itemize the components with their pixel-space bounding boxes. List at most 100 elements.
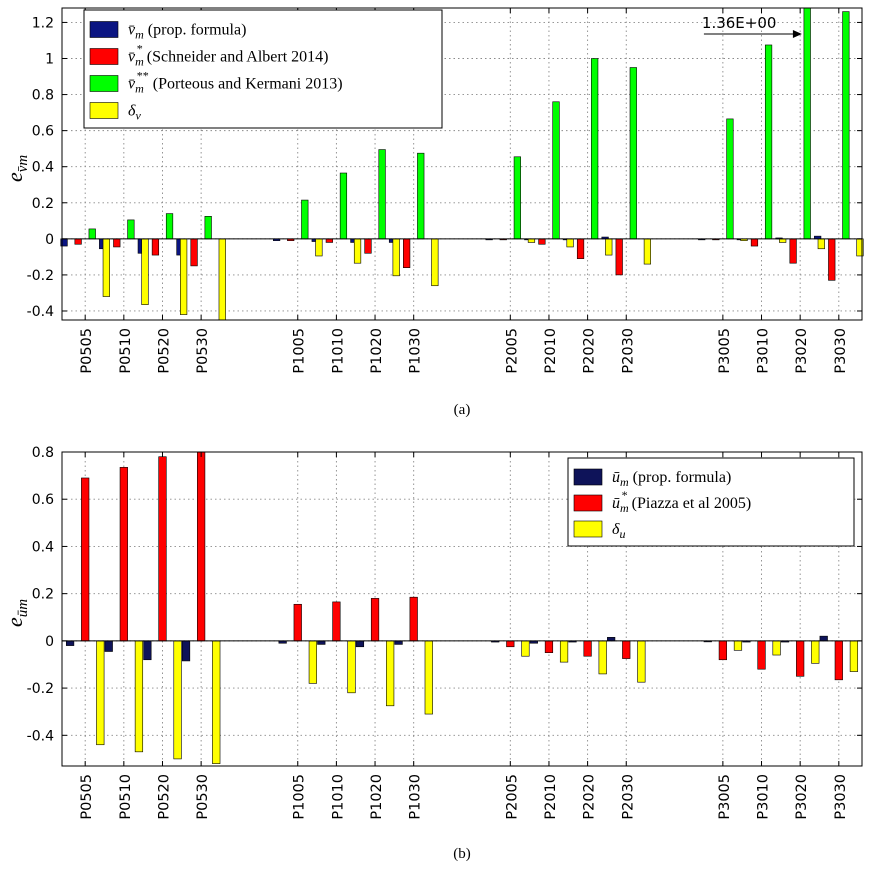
bar-yellow-P0520 [173, 640, 182, 760]
y-axis-label: eūm [2, 599, 31, 627]
bar-red-P3020 [789, 238, 797, 264]
bar-green-P2005 [513, 156, 521, 240]
x-tick-label: P2010 [543, 328, 559, 374]
bar-blue_bottom-P0530 [181, 640, 191, 662]
x-tick-label: P3010 [756, 774, 772, 820]
bar-blue_bottom-P3030 [819, 635, 828, 642]
bar-yellow-P2005 [527, 238, 536, 243]
bar-yellow-P0530 [218, 238, 226, 321]
legend-swatch [89, 102, 119, 119]
bar-yellow-P1030 [431, 238, 439, 287]
bar-green-P1020 [378, 149, 386, 240]
y-tick-label: 0.4 [32, 539, 54, 555]
bar-blue_bottom-P0505 [65, 640, 75, 646]
x-tick-label: P3030 [833, 774, 849, 820]
y-tick-label: 0.6 [32, 492, 54, 508]
x-tick-label: P3005 [717, 328, 733, 374]
x-tick-label: P3010 [756, 328, 772, 374]
bar-green-P0510 [127, 219, 135, 240]
x-tick-label: P0520 [156, 328, 172, 374]
x-tick-label: P0510 [118, 774, 134, 820]
legend-entry: v̄m** (Porteous and Kermani 2013) [128, 69, 343, 96]
x-tick-label: P2010 [543, 774, 559, 820]
y-tick-label: 0.8 [32, 88, 54, 104]
bar-blue_bottom-P1020 [355, 640, 365, 648]
y-tick-label: 0.6 [32, 124, 54, 140]
bar-red-P1005 [293, 603, 302, 642]
bar-yellow-P2030 [637, 640, 646, 683]
bar-red-P0510 [119, 467, 128, 642]
bar-green-P2020 [591, 58, 599, 240]
x-tick-label: P1005 [292, 774, 308, 820]
bar-red-P1030 [403, 238, 411, 268]
x-tick-label: P0505 [79, 774, 95, 820]
bar-yellow-P1020 [392, 238, 400, 277]
bar-red-P1010 [332, 601, 341, 642]
bar-blue_bottom-P2030 [607, 637, 616, 642]
legend-box [83, 9, 443, 129]
x-tick-label: P1030 [408, 328, 424, 374]
x-tick-label: P1030 [408, 774, 424, 820]
overflow-annotation: 1.36E+00 [702, 14, 777, 32]
bar-red-P3010 [757, 640, 766, 670]
plot-frame [61, 7, 863, 321]
bar-green-P2010 [552, 101, 560, 240]
x-tick-label: P2020 [582, 774, 598, 820]
bar-red-P1020 [370, 598, 380, 642]
bar-red-P2005 [506, 640, 515, 648]
chart-caption: (b) [453, 846, 471, 862]
x-tick-label: P1010 [330, 774, 346, 820]
bar-red-P1030 [409, 596, 418, 642]
y-tick-label: 0 [45, 634, 54, 650]
bar-red-P3020 [796, 640, 805, 677]
bar-yellow-P2010 [566, 238, 574, 248]
bar-green-P3020 [803, 7, 811, 240]
y-axis-label: ev̄m [2, 155, 31, 182]
bar-yellow-P3030 [849, 640, 859, 672]
bar-yellow-P2010 [559, 640, 569, 663]
bar-yellow-P0510 [134, 640, 144, 753]
bar-green-P0505 [88, 228, 96, 240]
bar-red-P2010 [544, 640, 554, 653]
bar-red-P0505 [81, 477, 90, 642]
bar-yellow-P2005 [521, 640, 530, 657]
bar-red-P0520 [158, 456, 167, 642]
bar-yellow-P0505 [102, 238, 110, 297]
bar-blue_bottom-P0520 [143, 640, 152, 661]
bar-yellow-P3020 [811, 640, 820, 664]
bar-green-P0520 [165, 213, 174, 240]
bar-blue_bottom-P1010 [317, 640, 326, 645]
chart-b: -0.4 -0.2 0 0.2 0.4 0.6 0.8 P0505 P0510 P0520 P053… [2, 445, 863, 862]
bar-green-P1005 [301, 199, 309, 240]
x-tick-label: P2030 [620, 774, 636, 820]
bar-red-P0520 [151, 238, 160, 256]
bar-red-P3030 [834, 640, 843, 681]
bar-blue_bottom-P0510 [104, 640, 113, 652]
x-tick-label: P3020 [794, 774, 810, 820]
x-tick-label: P0510 [118, 328, 134, 374]
x-tick-label: P3030 [833, 328, 849, 374]
bar-red-P2010 [538, 238, 546, 245]
y-tick-label: 1.2 [32, 15, 54, 31]
chart-a: -0.4 -0.2 0 0.2 0.4 0.6 0.8 1 1.2 P0505 P0510 P0520… [2, 7, 864, 418]
x-tick-label: P0520 [156, 774, 172, 820]
legend-swatch [573, 520, 603, 538]
y-tick-label: 0 [45, 232, 54, 248]
x-tick-label: P0505 [79, 328, 95, 374]
bar-red-P2030 [615, 238, 623, 276]
bar-yellow-P1010 [347, 640, 356, 694]
x-tick-label: P1020 [369, 774, 385, 820]
bar-green-P3005 [726, 118, 734, 240]
bar-yellow-P3010 [779, 238, 787, 243]
x-tick-label: P1020 [369, 328, 385, 374]
legend-swatch [573, 468, 603, 486]
bar-yellow-P3005 [733, 640, 743, 651]
legend-entry: ūm* (Piazza et al 2005) [612, 488, 751, 515]
bar-yellow-P1010 [353, 238, 362, 264]
bar-yellow-P1030 [424, 640, 433, 715]
bar-red-P2030 [622, 640, 631, 659]
bar-blue_bottom-P1030 [394, 640, 403, 645]
bar-yellow-P0520 [180, 238, 188, 315]
x-tick-label: P2005 [504, 328, 520, 374]
bar-red-P3005 [718, 640, 727, 661]
